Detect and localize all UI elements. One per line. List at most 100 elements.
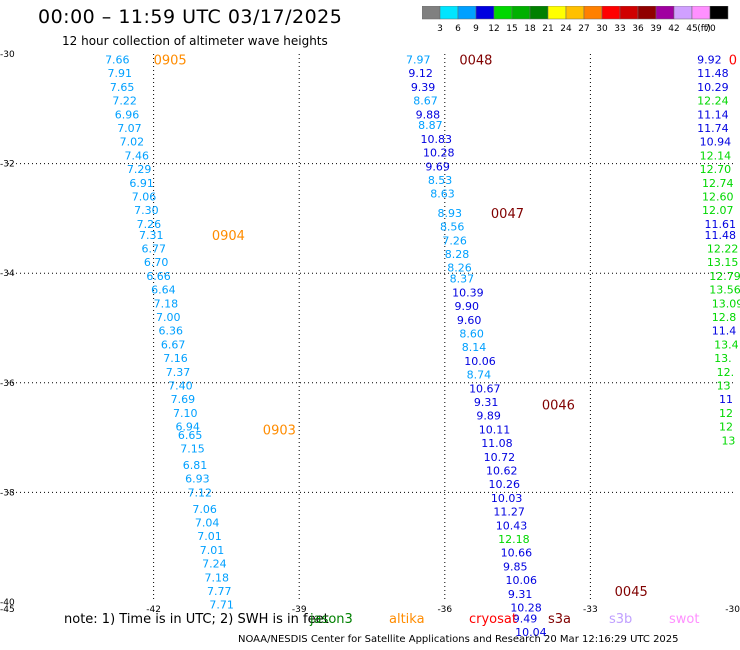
- wave-height-value: 7.22: [112, 95, 137, 108]
- legend-label-18: 18: [524, 24, 536, 34]
- lon-tick-label: -33: [583, 605, 598, 615]
- wave-height-value: 9.89: [476, 410, 501, 423]
- wave-height-value: 10.94: [700, 136, 732, 149]
- wave-height-value: 9.90: [455, 300, 480, 313]
- satellite-key-cryosat: cryosat: [469, 612, 517, 627]
- wave-height-value: 12.07: [702, 204, 734, 217]
- lat-tick-label: -34: [0, 269, 15, 279]
- wave-height-value: 10.67: [469, 382, 501, 395]
- lat-tick-label: -30: [0, 50, 15, 60]
- wave-height-value: 11: [719, 393, 733, 406]
- legend-label-27: 27: [578, 24, 589, 34]
- wave-height-value: 6.94: [175, 421, 200, 434]
- wave-height-value: 7.06: [192, 503, 217, 516]
- lat-tick-label: -38: [0, 488, 15, 498]
- wave-height-value: 12: [719, 421, 733, 434]
- footer-note: note: 1) Time is in UTC; 2) SWH is in fe…: [64, 612, 329, 627]
- wave-height-value: 7.71: [209, 599, 234, 612]
- wave-height-value: 13.: [714, 352, 732, 365]
- legend-unit: (ft): [697, 24, 711, 34]
- legend-label-36: 36: [632, 24, 644, 34]
- wave-height-value: 7.00: [156, 311, 181, 324]
- pass-time-label: 0046: [542, 399, 575, 414]
- wave-height-value: 11.27: [493, 506, 525, 519]
- legend-label-39: 39: [650, 24, 662, 34]
- wave-height-value: 9.85: [503, 560, 528, 573]
- wave-height-value: 7.69: [171, 393, 196, 406]
- wave-height-value: 7.18: [154, 297, 179, 310]
- wave-height-value: 9.49: [513, 612, 538, 625]
- wave-height-value: 8.93: [438, 207, 463, 220]
- wave-height-value: 13.56: [709, 284, 740, 297]
- pass-time-label: 0905: [154, 53, 187, 68]
- lat-tick-label: -36: [0, 379, 15, 389]
- wave-height-value: 8.63: [430, 188, 455, 201]
- wave-height-value: 11.74: [697, 122, 729, 135]
- satellite-legend: jason3 altika cryosat s3a s3b swot: [0, 612, 740, 628]
- wave-height-value: 13.15: [707, 256, 739, 269]
- wave-height-value: 7.77: [207, 585, 232, 598]
- wave-height-value: 7.04: [195, 517, 220, 530]
- wave-height-value: 8.74: [467, 369, 492, 382]
- track-altika-0: 7.667.917.657.226.967.077.027.467.296.91…: [105, 53, 296, 611]
- wave-height-value: 10.04: [515, 626, 547, 639]
- wave-height-value: 9.39: [411, 81, 436, 94]
- wave-height-value: 8.56: [440, 221, 465, 234]
- wave-height-value: 6.66: [146, 270, 171, 283]
- wave-height-value: 6.91: [129, 177, 154, 190]
- wave-height-value: 6.36: [158, 325, 183, 338]
- legend-label-70: 70: [704, 24, 716, 34]
- wave-height-value: 8.67: [413, 95, 438, 108]
- satellite-key-swot: swot: [669, 612, 700, 627]
- wave-height-value: 7.30: [134, 204, 159, 217]
- wave-height-value: 8.53: [428, 174, 453, 187]
- wave-height-value: 7.91: [107, 67, 132, 80]
- wave-height-value: 7.65: [110, 81, 135, 94]
- wave-height-value: 12.8: [712, 311, 737, 324]
- legend-label-15: 15: [506, 24, 517, 34]
- wave-height-value: 7.07: [117, 122, 142, 135]
- wave-height-value: 10.62: [486, 464, 518, 477]
- lon-tick-label: -45: [0, 605, 15, 615]
- wave-height-value: 12.22: [707, 243, 739, 256]
- legend-label-45: 45: [686, 24, 697, 34]
- wave-height-value: 12.18: [498, 533, 529, 546]
- wave-height-value: 13.09: [712, 297, 740, 310]
- wave-height-value: 11.4: [712, 325, 737, 338]
- wave-height-value: 7.02: [120, 136, 145, 149]
- wave-height-value: 10.06: [464, 355, 496, 368]
- wave-height-value: 10.03: [491, 492, 523, 505]
- wave-height-value: 9.69: [425, 160, 450, 173]
- wave-height-value: 7.29: [127, 163, 152, 176]
- map-grid: [8, 54, 736, 602]
- map-title: 00:00 – 11:59 UTC 03/17/2025: [38, 6, 343, 28]
- wave-height-value: 7.01: [197, 530, 222, 543]
- track-cryosat-2: 9.9211.4810.2912.2411.1411.7410.9412.141…: [697, 53, 740, 447]
- pass-time-label: 0904: [212, 229, 245, 244]
- satellite-key-altika: altika: [389, 612, 425, 627]
- wave-height-value: 12.60: [702, 190, 734, 203]
- legend-label-12: 12: [488, 24, 499, 34]
- wave-height-value: 12.70: [700, 163, 732, 176]
- wave-height-value: 7.31: [139, 229, 164, 242]
- wave-height-value: 10.28: [510, 601, 542, 614]
- wave-height-value: 7.37: [166, 366, 191, 379]
- wave-height-value: 13: [721, 434, 735, 447]
- map-subtitle: 12 hour collection of altimeter wave hei…: [62, 34, 328, 48]
- legend-swatch-16: [709, 6, 729, 20]
- wave-height-value: 10.83: [421, 133, 453, 146]
- wave-height-value: 7.01: [200, 544, 225, 557]
- legend-label-42: 42: [668, 24, 679, 34]
- wave-height-value: 6.93: [185, 473, 210, 486]
- wave-height-value: 9.88: [416, 108, 441, 121]
- wave-height-value: 11.08: [481, 437, 513, 450]
- wave-height-value: 7.26: [137, 218, 162, 231]
- pass-time-label: 0903: [263, 423, 296, 438]
- pass-time-label: 0: [729, 53, 737, 68]
- wave-height-value: 10.39: [452, 286, 484, 299]
- legend-label-24: 24: [560, 24, 572, 34]
- wave-height-value: 10.72: [484, 451, 516, 464]
- pass-time-label: 0047: [491, 207, 524, 222]
- wave-height-value: 8.28: [445, 248, 470, 261]
